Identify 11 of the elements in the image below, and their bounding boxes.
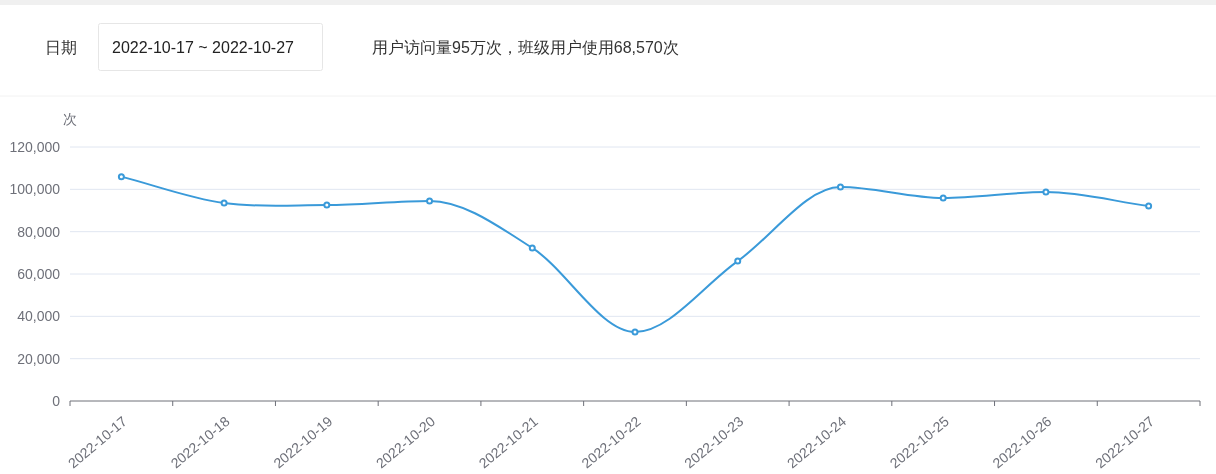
y-tick-label: 80,000 <box>17 223 61 240</box>
text: 2022-10-17 ~ 2022-10-27 <box>112 39 295 56</box>
text: 日期 <box>45 39 77 56</box>
y-tick-label: 100,000 <box>9 181 61 198</box>
y-axis-title: 次 <box>63 111 77 127</box>
y-tick-label: 60,000 <box>17 266 61 282</box>
text: 用户访问量95万次，班级用户使用68,570次 <box>372 39 679 56</box>
y-tick-label: 20,000 <box>17 350 61 367</box>
y-tick-label: 40,000 <box>17 308 61 325</box>
y-tick-label: 120,000 <box>9 139 61 155</box>
y-tick-label: 0 <box>52 393 61 409</box>
